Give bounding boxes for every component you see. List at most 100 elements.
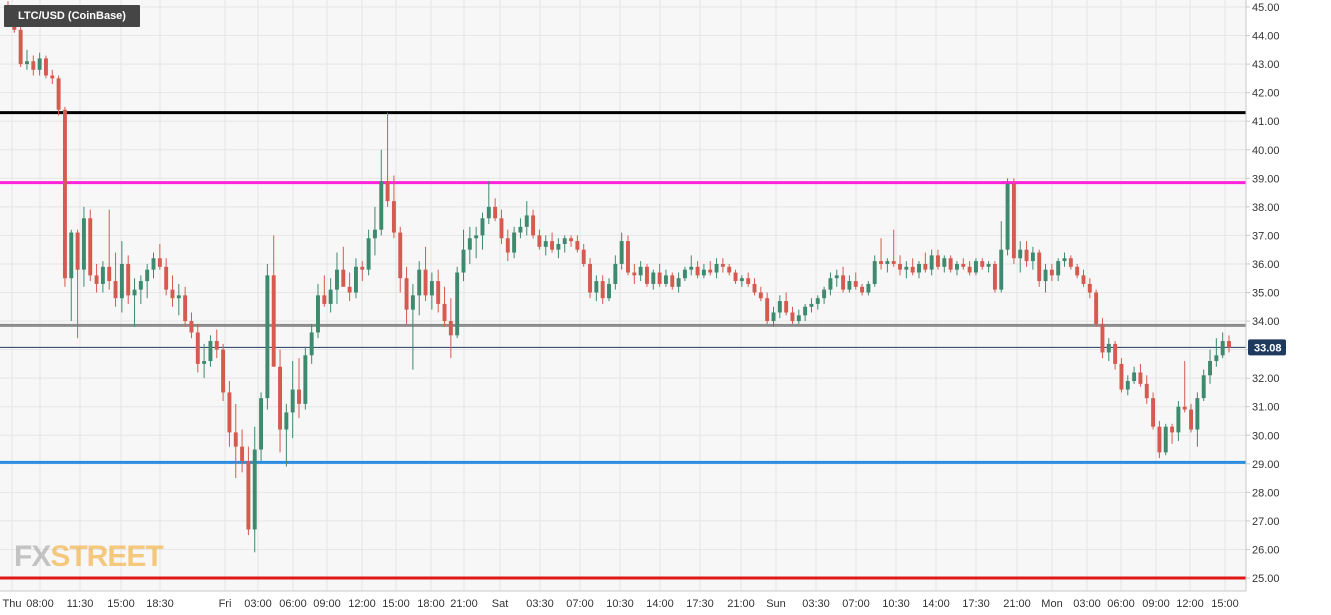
x-tick-label: 18:00	[417, 598, 445, 610]
candle	[860, 283, 865, 296]
candle-body	[1119, 363, 1124, 390]
candle	[436, 269, 441, 313]
candle	[417, 261, 422, 316]
candle-body	[265, 275, 270, 399]
candle	[62, 106, 67, 287]
candle	[727, 263, 732, 276]
y-tick-label: 31.00	[1252, 402, 1280, 414]
candle	[569, 235, 574, 247]
candle-body	[1100, 323, 1105, 353]
candle-body	[461, 249, 466, 273]
y-tick-label: 40.00	[1252, 145, 1280, 157]
candle-body	[999, 249, 1004, 290]
candle-body	[1220, 341, 1225, 356]
candle-body	[645, 266, 649, 284]
candle-body	[467, 238, 472, 250]
candle-body	[923, 263, 928, 270]
candle-body	[385, 181, 390, 202]
candle	[632, 263, 637, 284]
candle-body	[1189, 409, 1194, 430]
y-tick-label: 25.00	[1252, 573, 1280, 585]
candle	[189, 312, 194, 339]
candle	[88, 209, 93, 282]
y-tick-label: 36.00	[1252, 259, 1280, 271]
candle-body	[752, 283, 757, 293]
candle	[588, 258, 592, 299]
candle	[1062, 252, 1067, 267]
y-tick-label: 39.00	[1252, 173, 1280, 185]
candle-body	[543, 241, 548, 247]
x-tick-label: 10:30	[606, 598, 634, 610]
candle	[50, 69, 55, 85]
candle	[164, 258, 169, 296]
candle	[303, 346, 308, 410]
candle	[1018, 241, 1023, 273]
candle	[923, 252, 928, 273]
candle	[480, 212, 485, 250]
candle	[556, 238, 561, 259]
candle	[992, 261, 997, 293]
x-tick-label: 21:00	[450, 598, 478, 610]
candle-body	[1151, 398, 1156, 427]
candle	[265, 263, 270, 410]
candle-body	[796, 315, 801, 322]
candle-body	[297, 389, 301, 404]
candle	[1144, 375, 1149, 404]
candle	[739, 275, 744, 287]
x-tick-label: 14:00	[922, 598, 950, 610]
candle	[1056, 258, 1061, 282]
candle	[999, 221, 1004, 293]
candle-body	[663, 275, 668, 284]
candle-body	[94, 275, 99, 284]
candle	[689, 255, 694, 276]
candle-body	[195, 332, 200, 364]
y-tick-label: 29.00	[1252, 459, 1280, 471]
x-tick-label: 15:00	[382, 598, 410, 610]
x-tick-label: 06:00	[1107, 598, 1135, 610]
candle-body	[822, 289, 827, 299]
candle	[100, 261, 105, 293]
candle	[790, 306, 795, 324]
candle-body	[879, 261, 884, 264]
candle-body	[233, 432, 238, 447]
candle	[1024, 241, 1029, 267]
candle-body	[410, 295, 415, 310]
y-axis: 45.00 44.00 43.00 42.00 41.00 40.00 39.00 38.00…	[1246, 2, 1280, 585]
candle	[259, 392, 264, 461]
candle	[1049, 263, 1054, 282]
candle	[1043, 263, 1048, 293]
candle	[347, 272, 352, 302]
candle-body	[518, 226, 523, 233]
candle-body	[499, 218, 504, 239]
candle	[145, 263, 150, 299]
candle	[227, 381, 232, 447]
candle-body	[372, 229, 377, 239]
candle	[37, 52, 42, 76]
candle-body	[790, 312, 795, 322]
candle-body	[992, 263, 997, 290]
y-tick-label: 30.00	[1252, 430, 1280, 442]
candle	[841, 266, 846, 293]
candle-body	[562, 238, 567, 244]
candle	[1087, 278, 1092, 299]
candle-body	[448, 321, 453, 336]
candle-body	[37, 58, 42, 70]
candle-body	[164, 266, 169, 290]
candle	[467, 226, 472, 264]
candle	[834, 269, 839, 287]
candle	[733, 269, 738, 284]
candle-body	[733, 272, 738, 282]
candle-body	[986, 263, 991, 267]
candle	[328, 278, 333, 313]
candle	[872, 255, 877, 287]
candle-body	[727, 266, 732, 273]
candle	[1189, 403, 1194, 433]
candle	[796, 309, 801, 324]
candle-body	[455, 272, 460, 336]
candle-body	[537, 235, 542, 247]
x-tick-label: 15:00	[1211, 598, 1239, 610]
candle	[1151, 392, 1156, 430]
candle-body	[309, 332, 314, 356]
candle	[815, 295, 820, 310]
